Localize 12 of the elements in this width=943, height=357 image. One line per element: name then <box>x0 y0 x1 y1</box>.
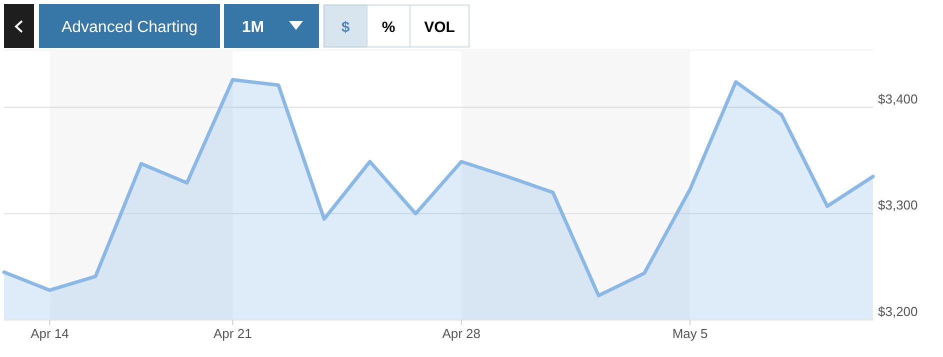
text: Advanced Charting <box>61 19 198 36</box>
x-tick-label: Apr 14 <box>30 326 69 341</box>
y-tick-label: $3,400 <box>878 91 918 106</box>
x-tick-label: Apr 28 <box>442 326 481 341</box>
text: % <box>382 19 396 36</box>
text: VOL <box>424 19 455 36</box>
text: 1M <box>242 19 264 36</box>
x-tick-label: May 5 <box>672 326 708 341</box>
y-tick-label: $3,300 <box>878 198 918 213</box>
x-tick-label: Apr 21 <box>214 326 252 341</box>
text: $ <box>341 19 350 36</box>
y-tick-label: $3,200 <box>878 304 918 319</box>
